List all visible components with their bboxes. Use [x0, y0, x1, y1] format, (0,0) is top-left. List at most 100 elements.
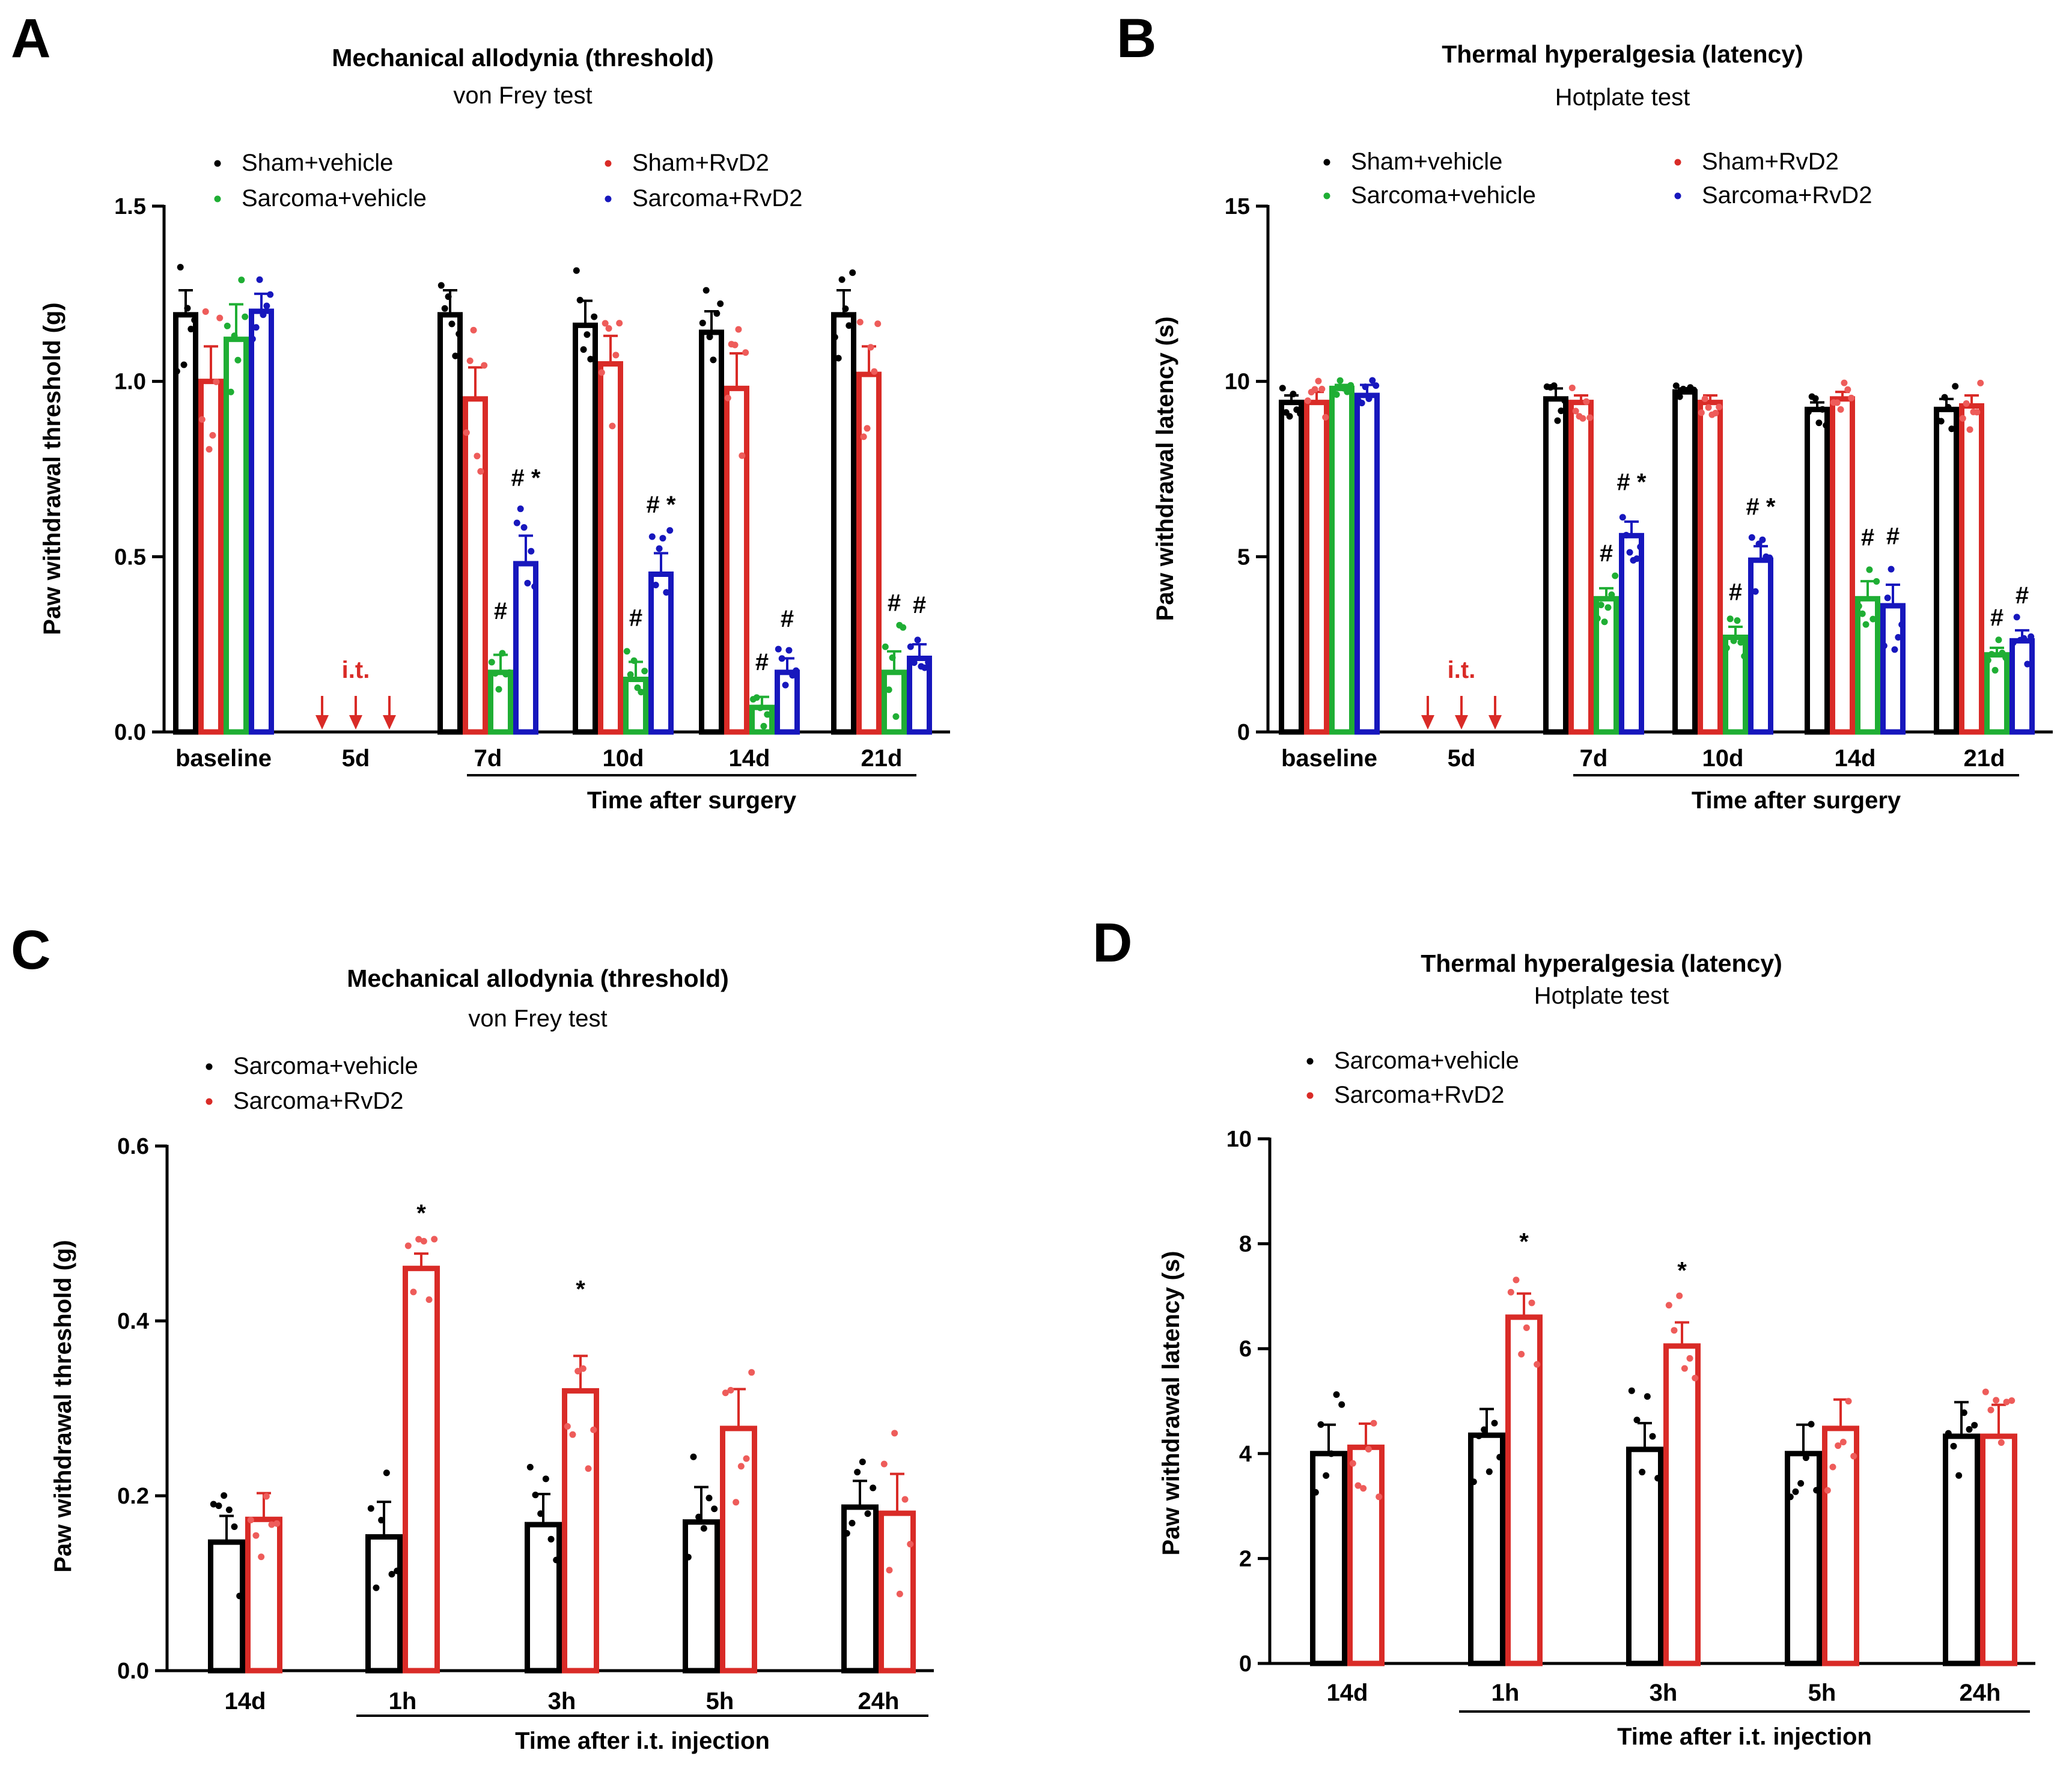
x-axis-label: Time after surgery	[1692, 787, 1901, 814]
data-point	[623, 648, 630, 655]
data-point	[627, 671, 634, 678]
data-point	[1982, 1388, 1989, 1395]
data-point	[445, 293, 452, 300]
data-point	[706, 334, 713, 341]
data-point	[1485, 1468, 1493, 1475]
data-point	[831, 334, 838, 341]
data-point	[1955, 1472, 1963, 1479]
legend-marker	[1306, 1092, 1314, 1099]
x-tick-label: baseline	[175, 745, 272, 772]
data-point	[1336, 377, 1344, 384]
x-axis-label: Time after surgery	[587, 787, 797, 814]
data-point	[860, 433, 867, 440]
x-tick-label: 14d	[1835, 745, 1876, 772]
panel-letter: C	[11, 919, 50, 981]
data-point	[236, 1593, 243, 1600]
data-point	[2002, 654, 2010, 661]
data-point	[1676, 393, 1683, 400]
data-point	[849, 1519, 856, 1526]
y-tick-label: 1.5	[114, 194, 146, 219]
x-tick-label: 5h	[1808, 1680, 1836, 1706]
data-point	[1323, 1472, 1330, 1479]
legend-entry: Sarcoma+RvD2	[1334, 1082, 1504, 1108]
y-tick-label: 10	[1225, 370, 1250, 395]
data-point	[1937, 418, 1945, 425]
data-point	[1671, 1327, 1678, 1334]
data-point	[249, 335, 256, 343]
it-arrow-head	[1488, 715, 1502, 730]
data-point	[612, 352, 620, 359]
significance-marker: # *	[511, 465, 541, 492]
data-point	[1960, 1409, 1967, 1416]
data-point	[1737, 639, 1744, 646]
data-point	[1997, 1439, 2005, 1446]
x-tick-label: 7d	[1580, 745, 1608, 772]
data-point	[579, 1365, 587, 1372]
data-point	[713, 310, 721, 317]
data-point	[793, 667, 800, 674]
data-point	[1365, 395, 1373, 402]
data-point	[886, 1567, 893, 1574]
significance-marker: #	[888, 590, 901, 616]
data-point	[659, 535, 666, 542]
bar	[1943, 1433, 1980, 1666]
data-point	[1297, 410, 1304, 417]
data-point	[492, 669, 499, 677]
data-point	[1601, 618, 1608, 626]
data-point	[1815, 419, 1823, 427]
y-tick-label: 0.0	[117, 1659, 149, 1684]
data-point	[1948, 425, 1955, 433]
x-tick-label: 1h	[1492, 1680, 1520, 1706]
data-point	[431, 1236, 438, 1243]
bar	[882, 669, 907, 735]
data-point	[842, 305, 849, 312]
legend-entry: Sarcoma+RvD2	[233, 1088, 403, 1114]
bar	[437, 312, 463, 735]
x-tick-label: 14d	[729, 745, 770, 772]
data-point	[506, 669, 513, 676]
data-point	[1619, 514, 1626, 521]
data-point	[213, 378, 220, 385]
significance-marker: #	[494, 598, 507, 624]
significance-marker: #	[1886, 523, 1900, 550]
data-point	[474, 453, 481, 460]
legend-entry: Sham+vehicle	[1351, 148, 1502, 175]
data-point	[1491, 1419, 1498, 1427]
data-point	[727, 1386, 734, 1394]
bar	[1543, 396, 1568, 735]
data-point	[553, 1556, 560, 1564]
data-point	[854, 1469, 861, 1476]
it-arrow-head	[349, 715, 362, 730]
data-point	[1597, 602, 1604, 609]
x-tick-label: 5h	[706, 1688, 734, 1715]
data-point	[722, 1389, 729, 1397]
data-point	[870, 1484, 877, 1492]
significance-marker: # *	[647, 492, 676, 518]
data-point	[1496, 1454, 1504, 1461]
bar	[831, 312, 856, 735]
bar	[1568, 400, 1594, 735]
data-point	[910, 659, 918, 666]
significance-marker: *	[416, 1200, 426, 1227]
data-point	[1787, 1493, 1794, 1501]
legend-entry: Sarcoma+vehicle	[1351, 182, 1536, 209]
chart-subtitle: Hotplate test	[1534, 983, 1669, 1009]
data-point	[1362, 383, 1369, 391]
data-point	[1344, 388, 1351, 395]
data-point	[1649, 1433, 1656, 1440]
data-point	[547, 1535, 555, 1543]
data-point	[907, 1540, 914, 1547]
x-tick-label: 1h	[389, 1688, 417, 1715]
data-point	[1991, 666, 1999, 674]
data-point	[1848, 394, 1855, 401]
data-point	[1633, 1416, 1641, 1424]
data-point	[648, 533, 656, 540]
data-point	[227, 388, 234, 395]
bar	[724, 385, 749, 735]
data-point	[584, 331, 591, 338]
data-point	[415, 1236, 422, 1243]
significance-marker: #	[1990, 605, 2003, 631]
y-tick-label: 0.4	[117, 1309, 149, 1334]
y-tick-label: 0	[1239, 1651, 1252, 1677]
data-point	[1373, 382, 1380, 389]
